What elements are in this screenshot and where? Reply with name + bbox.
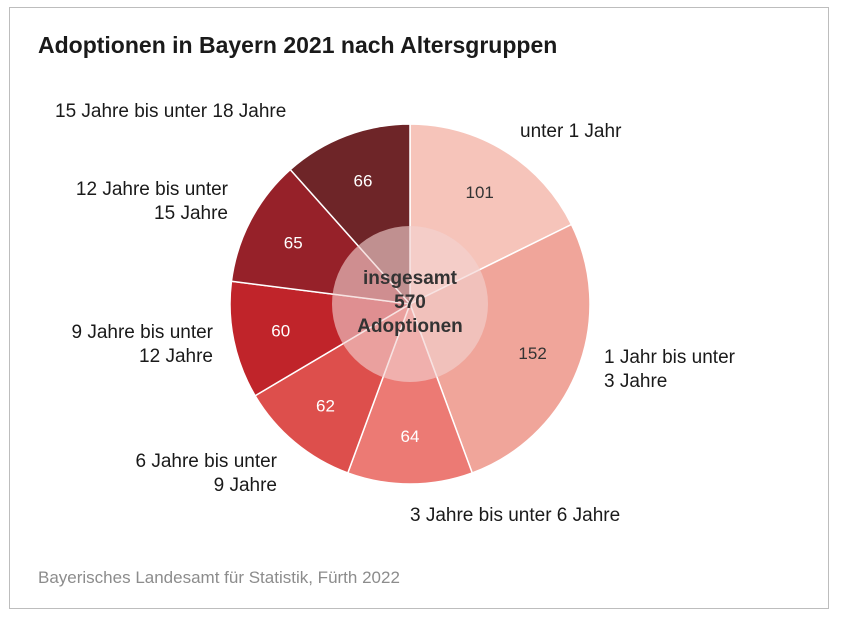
slice-category-label-line: unter 1 Jahr — [520, 121, 622, 142]
slice-category-label: 6 Jahre bis unter 9 Jahre — [135, 451, 277, 496]
slice-category-label-line: 9 Jahre — [214, 475, 277, 496]
slice-value-label: 64 — [401, 427, 420, 446]
slice-category-label-line: 6 Jahre bis unter — [135, 451, 277, 472]
category-labels: unter 1 Jahr 1 Jahr bis unter 3 Jahre 3 Jah… — [55, 101, 736, 526]
slice-category-label-line: 15 Jahre — [154, 203, 228, 224]
slice-category-label-line: 15 Jahre bis unter 18 Jahre — [55, 101, 286, 122]
slice-category-label: 15 Jahre bis unter 18 Jahre — [55, 101, 286, 122]
slice-value-label: 66 — [354, 172, 373, 191]
chart-title: Adoptionen in Bayern 2021 nach Altersgru… — [38, 32, 558, 58]
slice-category-label: 9 Jahre bis unter 12 Jahre — [71, 322, 213, 367]
center-label-line: Adoptionen — [357, 316, 463, 337]
slice-category-label-line: 12 Jahre — [139, 346, 213, 367]
slice-value-label: 60 — [271, 322, 290, 341]
center-circle — [332, 226, 488, 382]
slice-category-label: 12 Jahre bis unter 15 Jahre — [76, 179, 229, 224]
slice-category-label: unter 1 Jahr — [520, 121, 622, 142]
slice-category-label-line: 12 Jahre bis unter — [76, 179, 229, 200]
slice-category-label-line: 9 Jahre bis unter — [71, 322, 213, 343]
slice-category-label-line: 3 Jahre — [604, 371, 667, 392]
center-label-line: insgesamt — [363, 268, 458, 289]
center-label-line: 570 — [394, 292, 426, 313]
source-note: Bayerisches Landesamt für Statistik, Für… — [38, 568, 400, 587]
value-labels: 101 152 64 62 60 65 66 — [271, 172, 547, 446]
pie-slice — [346, 301, 474, 485]
slice-value-label: 152 — [518, 344, 546, 363]
slice-category-label-line: 3 Jahre bis unter 6 Jahre — [410, 505, 620, 526]
slice-value-label: 101 — [466, 183, 494, 202]
slice-category-label: 1 Jahr bis unter 3 Jahre — [604, 347, 736, 392]
slice-category-label-line: 1 Jahr bis unter — [604, 347, 736, 368]
slice-category-label: 3 Jahre bis unter 6 Jahre — [410, 505, 620, 526]
center-label: insgesamt 570 Adoptionen — [357, 268, 463, 337]
slice-value-label: 65 — [284, 234, 303, 253]
slice-value-label: 62 — [316, 396, 335, 415]
